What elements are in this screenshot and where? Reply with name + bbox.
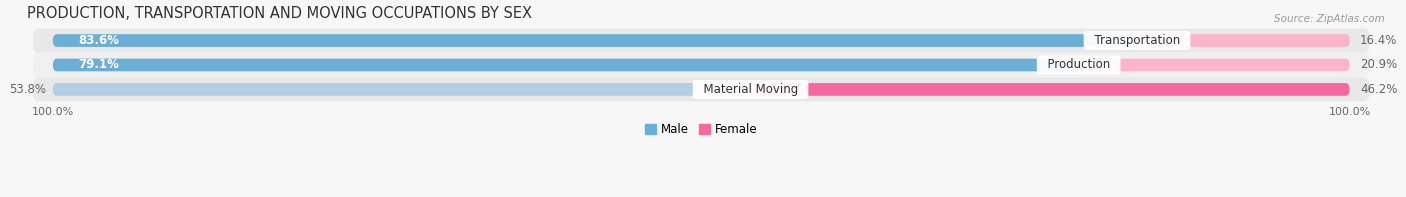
Text: 16.4%: 16.4% [1360, 34, 1398, 47]
Legend: Male, Female: Male, Female [640, 119, 762, 141]
Text: 20.9%: 20.9% [1360, 59, 1398, 72]
FancyBboxPatch shape [53, 83, 751, 96]
FancyBboxPatch shape [34, 53, 1369, 77]
Text: Transportation: Transportation [1087, 34, 1188, 47]
Text: 83.6%: 83.6% [79, 34, 120, 47]
Text: Source: ZipAtlas.com: Source: ZipAtlas.com [1274, 14, 1385, 24]
FancyBboxPatch shape [34, 29, 1369, 53]
FancyBboxPatch shape [1078, 59, 1350, 71]
Text: Material Moving: Material Moving [696, 83, 806, 96]
FancyBboxPatch shape [751, 83, 1350, 96]
FancyBboxPatch shape [1137, 34, 1350, 47]
Text: Production: Production [1040, 59, 1118, 72]
FancyBboxPatch shape [34, 77, 1369, 101]
Text: 46.2%: 46.2% [1360, 83, 1398, 96]
FancyBboxPatch shape [53, 59, 1078, 71]
Text: 53.8%: 53.8% [10, 83, 46, 96]
Text: 79.1%: 79.1% [79, 59, 120, 72]
FancyBboxPatch shape [53, 34, 1137, 47]
Text: PRODUCTION, TRANSPORTATION AND MOVING OCCUPATIONS BY SEX: PRODUCTION, TRANSPORTATION AND MOVING OC… [27, 6, 531, 20]
